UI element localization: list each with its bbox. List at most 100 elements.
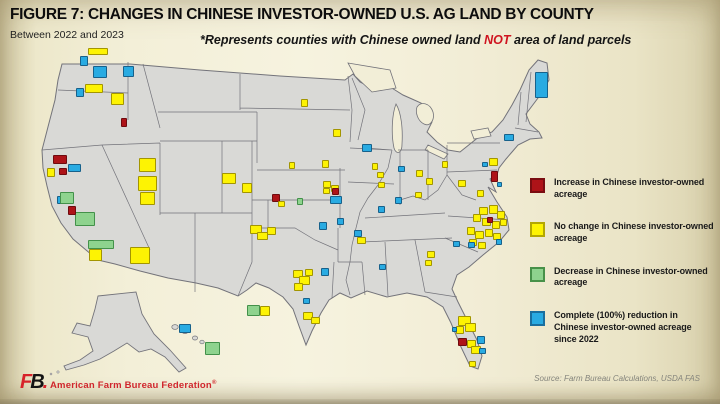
county-marker-complete_reduction (337, 218, 344, 225)
legend-swatch-no_change (530, 222, 545, 238)
county-marker-complete_reduction (395, 197, 402, 204)
county-marker-no_change (293, 270, 303, 278)
county-marker-no_change (323, 181, 331, 188)
county-marker-no_change (489, 158, 498, 166)
county-marker-increase (272, 194, 280, 202)
county-marker-no_change (267, 227, 276, 235)
county-marker-decrease (205, 342, 220, 355)
county-marker-no_change (458, 180, 466, 187)
organization-name: American Farm Bureau Federation® (50, 380, 217, 391)
county-marker-complete_reduction (504, 134, 514, 141)
legend-label: Decrease in Chinese investor-owned acrea… (554, 265, 708, 288)
county-marker-no_change (442, 161, 448, 168)
county-marker-increase (458, 338, 467, 346)
county-marker-no_change (372, 163, 378, 170)
note-suffix: area of land parcels (510, 33, 632, 47)
county-marker-no_change (492, 221, 500, 229)
county-marker-no_change (500, 219, 507, 226)
county-marker-complete_reduction (93, 66, 107, 78)
county-marker-increase (332, 188, 339, 195)
county-marker-no_change (477, 190, 484, 197)
afbf-logo: FB. (20, 372, 48, 392)
legend-label: No change in Chinese investor-owned acre… (554, 221, 714, 244)
county-marker-no_change (458, 316, 471, 326)
county-marker-complete_reduction (321, 268, 329, 276)
county-marker-decrease (60, 192, 74, 204)
county-marker-layer (18, 46, 563, 391)
county-marker-no_change (250, 225, 262, 234)
county-marker-complete_reduction (354, 230, 362, 237)
county-marker-no_change (140, 192, 155, 205)
county-marker-complete_reduction (535, 72, 548, 98)
county-marker-no_change (485, 229, 493, 237)
county-marker-no_change (260, 306, 270, 316)
county-marker-no_change (47, 168, 55, 177)
county-marker-no_change (303, 312, 313, 320)
figure-title: FIGURE 7: CHANGES IN CHINESE INVESTOR-OW… (10, 6, 594, 23)
county-marker-complete_reduction (496, 239, 502, 245)
county-marker-decrease (247, 305, 260, 316)
county-marker-complete_reduction (479, 348, 486, 354)
county-marker-no_change (456, 326, 464, 334)
county-marker-no_change (475, 231, 484, 239)
county-marker-complete_reduction (453, 241, 460, 247)
county-marker-complete_reduction (398, 166, 405, 172)
county-marker-complete_reduction (482, 162, 488, 167)
county-marker-complete_reduction (179, 324, 191, 333)
county-marker-no_change (323, 188, 330, 194)
county-marker-complete_reduction (303, 298, 310, 304)
county-marker-no_change (478, 242, 486, 249)
figure-subtitle: Between 2022 and 2023 (10, 29, 124, 41)
legend-swatch-increase (530, 178, 545, 193)
county-marker-no_change (311, 317, 320, 324)
county-marker-no_change (130, 247, 150, 264)
map-legend: Increase in Chinese investor-owned acrea… (530, 177, 714, 366)
county-marker-increase (491, 171, 498, 182)
county-marker-no_change (425, 260, 432, 266)
county-marker-no_change (322, 160, 329, 168)
county-marker-complete_reduction (477, 336, 485, 344)
county-marker-no_change (111, 93, 124, 105)
county-marker-no_change (88, 48, 108, 55)
county-marker-no_change (289, 162, 295, 169)
county-marker-decrease (88, 240, 114, 249)
note-emphasis: NOT (484, 33, 511, 47)
county-marker-no_change (242, 183, 252, 193)
logo-letter-b: B (30, 371, 45, 393)
county-marker-increase (53, 155, 67, 164)
county-marker-no_change (473, 214, 481, 222)
county-marker-no_change (426, 178, 433, 185)
figure-note: *Represents counties with Chinese owned … (200, 33, 631, 47)
county-marker-no_change (278, 201, 285, 207)
county-marker-no_change (479, 207, 488, 215)
county-marker-no_change (465, 323, 476, 332)
county-marker-complete_reduction (68, 164, 81, 172)
county-marker-complete_reduction (452, 327, 457, 332)
note-prefix: *Represents counties with Chinese owned … (200, 33, 485, 47)
county-marker-no_change (139, 158, 156, 172)
county-marker-no_change (222, 173, 236, 184)
county-marker-no_change (294, 283, 303, 291)
legend-label: Increase in Chinese investor-owned acrea… (554, 177, 705, 199)
us-map-svg (41, 59, 550, 376)
great-lakes (347, 62, 492, 160)
organization-text: American Farm Bureau Federation (50, 380, 212, 392)
logo-dot: . (42, 371, 49, 393)
us-county-map (18, 46, 563, 391)
legend-swatch-complete_reduction (530, 311, 545, 327)
county-marker-no_change (378, 182, 385, 188)
aleutian-island (56, 370, 60, 374)
county-marker-no_change (416, 170, 423, 177)
county-marker-increase (68, 206, 76, 215)
county-marker-no_change (333, 129, 341, 137)
county-marker-complete_reduction (497, 182, 502, 187)
legend-item-decrease: Decrease in Chinese investor-owned acrea… (530, 266, 714, 289)
source-text: Source: Farm Bureau Calculations, USDA F… (534, 374, 700, 383)
county-marker-no_change (299, 276, 310, 285)
county-marker-no_change (89, 249, 102, 261)
county-marker-decrease (75, 212, 95, 226)
county-marker-complete_reduction (76, 88, 84, 97)
county-marker-no_change (257, 232, 268, 240)
legend-swatch-decrease (530, 266, 545, 282)
aleutian-island (49, 372, 53, 376)
